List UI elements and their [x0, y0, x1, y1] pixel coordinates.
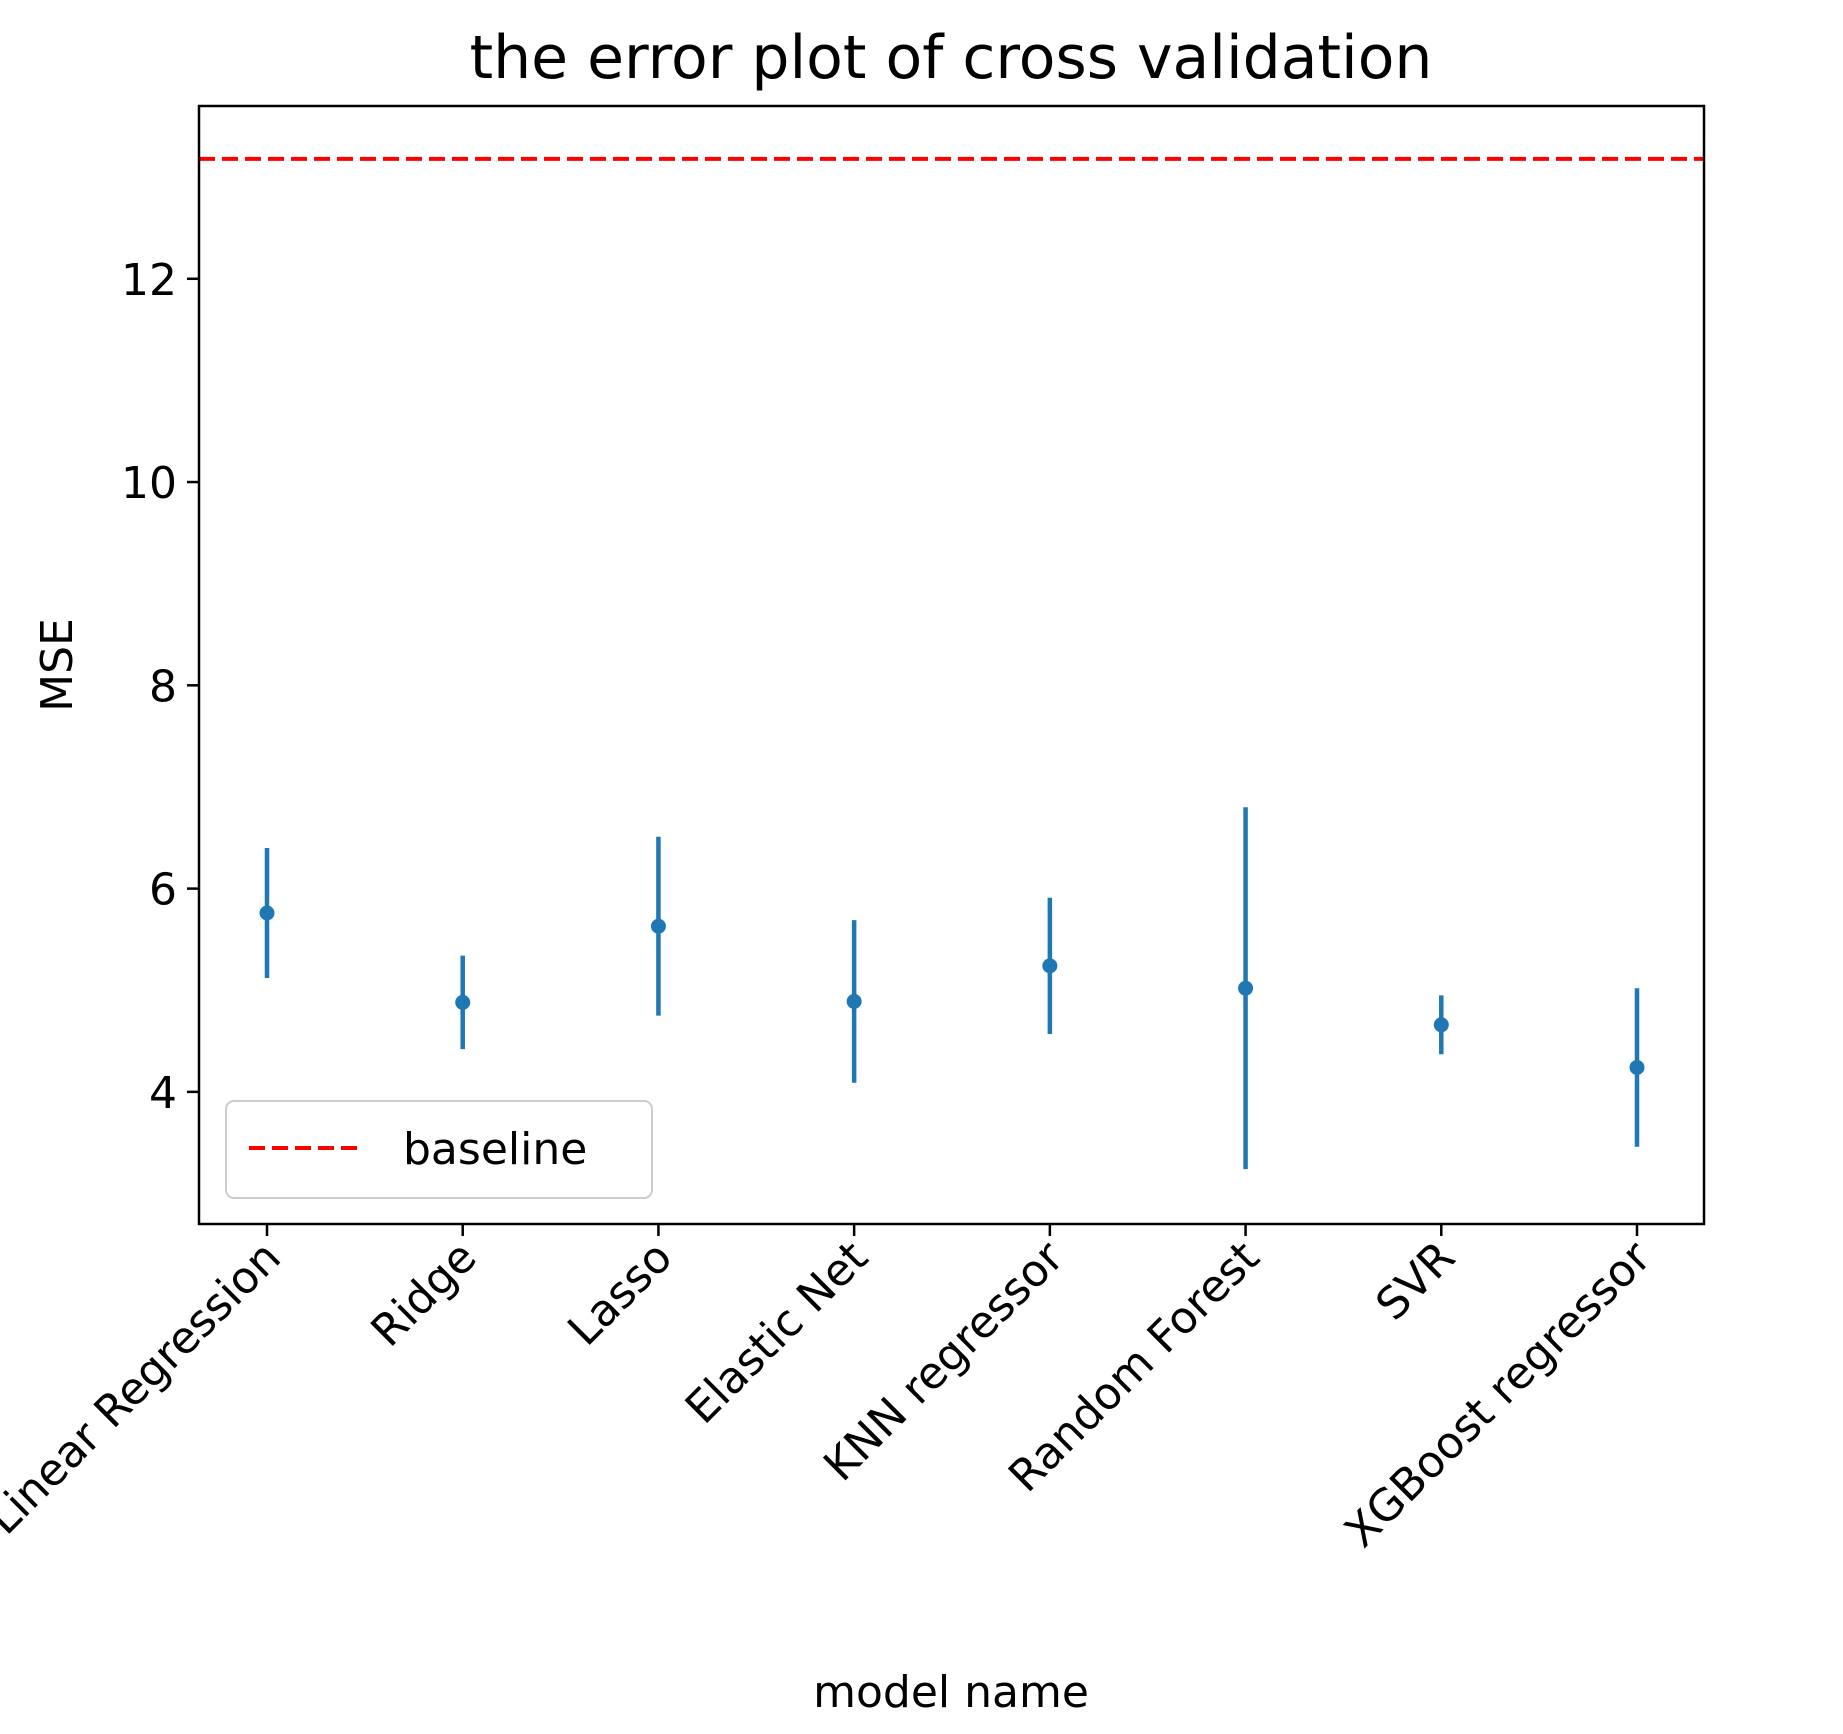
mean-point	[650, 918, 666, 934]
plot-frame	[197, 104, 1706, 1226]
mean-point	[1238, 980, 1254, 996]
mean-point	[259, 905, 275, 921]
y-tick-label: 4	[149, 1068, 177, 1119]
x-tick-label: Linear Regression	[0, 1232, 291, 1545]
chart-title: the error plot of cross validation	[470, 23, 1433, 93]
errorbar-layer	[259, 807, 1645, 1170]
y-axis-label: MSE	[32, 618, 83, 712]
mean-point	[1433, 1017, 1449, 1033]
x-tick-label: Lasso	[558, 1232, 682, 1356]
mean-point	[1042, 958, 1058, 974]
mean-point	[1629, 1059, 1645, 1075]
legend-box	[225, 1100, 653, 1199]
mean-point	[455, 994, 471, 1010]
legend-baseline-label: baseline	[403, 1124, 587, 1175]
mean-point	[846, 993, 862, 1009]
x-tick-label: Elastic Net	[676, 1232, 878, 1434]
x-tick-label: Ridge	[362, 1232, 487, 1357]
y-tick-label: 12	[121, 255, 177, 306]
y-tick-label: 10	[121, 458, 177, 509]
x-tick-label: SVR	[1366, 1232, 1465, 1331]
legend: baseline	[225, 1100, 653, 1199]
y-tick-label: 8	[149, 661, 177, 712]
x-axis-label: model name	[813, 1667, 1089, 1718]
y-tick-label: 6	[149, 865, 177, 916]
plot-area	[199, 106, 1704, 1224]
y-axis: 4 6 8 10 12	[121, 255, 199, 1119]
